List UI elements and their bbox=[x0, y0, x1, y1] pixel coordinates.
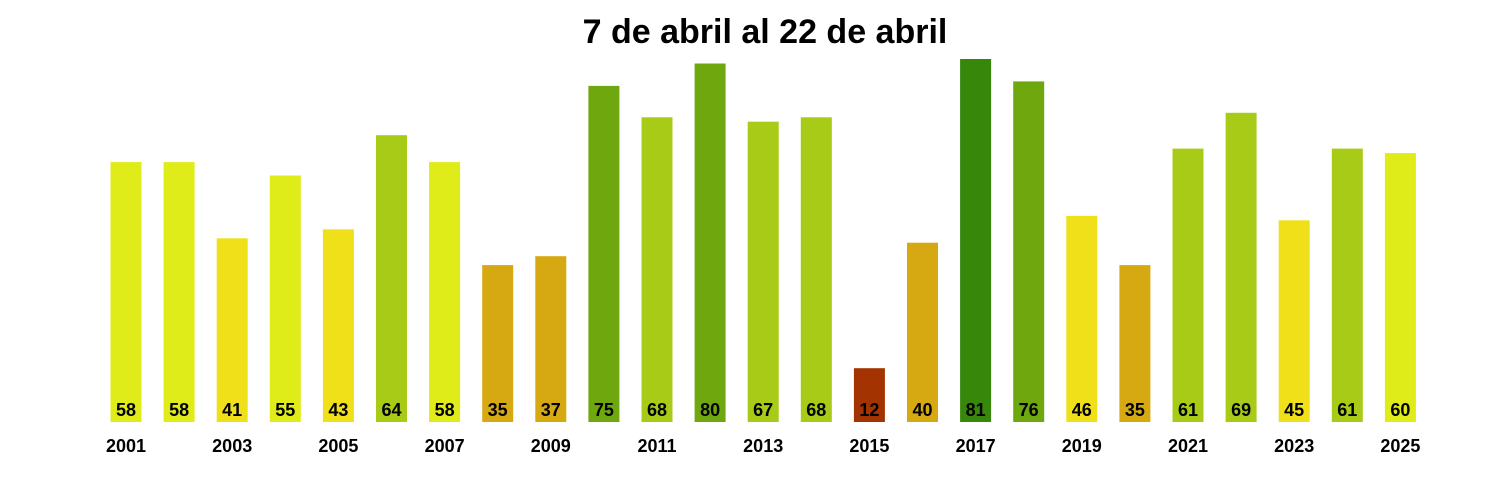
x-tick-2021: 2021 bbox=[1168, 436, 1208, 456]
value-label-2016: 40 bbox=[912, 400, 932, 420]
bar-2009 bbox=[535, 256, 567, 422]
bar-2021 bbox=[1172, 148, 1204, 422]
bar-2014 bbox=[800, 117, 832, 423]
value-label-2014: 68 bbox=[806, 400, 826, 420]
value-label-2004: 55 bbox=[275, 400, 295, 420]
bar-2020 bbox=[1119, 265, 1151, 422]
bar-2022 bbox=[1225, 112, 1257, 423]
value-label-2017: 81 bbox=[966, 400, 986, 420]
bar-2004 bbox=[269, 175, 301, 422]
chart-title: 7 de abril al 22 de abril bbox=[583, 13, 948, 51]
value-label-2018: 76 bbox=[1019, 400, 1039, 420]
bar-2010 bbox=[588, 85, 620, 423]
bar-2007 bbox=[429, 162, 461, 422]
bar-2018 bbox=[1013, 81, 1045, 423]
bar-2019 bbox=[1066, 215, 1098, 422]
x-tick-2003: 2003 bbox=[212, 436, 252, 456]
x-tick-2017: 2017 bbox=[956, 436, 996, 456]
x-axis-ticks-group: 2001 2003 2005 2007 2009 2011 2013 2015 2017 2019… bbox=[106, 436, 1420, 456]
bar-2011 bbox=[641, 117, 673, 423]
bar-2017 bbox=[960, 59, 992, 422]
x-tick-2009: 2009 bbox=[531, 436, 571, 456]
x-tick-2007: 2007 bbox=[425, 436, 465, 456]
value-label-2010: 75 bbox=[594, 400, 614, 420]
value-label-2008: 35 bbox=[488, 400, 508, 420]
x-tick-2005: 2005 bbox=[318, 436, 358, 456]
bar-2001 bbox=[110, 162, 142, 422]
value-label-2015: 12 bbox=[859, 400, 879, 420]
value-label-2007: 58 bbox=[435, 400, 455, 420]
value-label-2021: 61 bbox=[1178, 400, 1198, 420]
value-label-2019: 46 bbox=[1072, 400, 1092, 420]
bar-2023 bbox=[1278, 220, 1310, 422]
x-tick-2001: 2001 bbox=[106, 436, 146, 456]
value-label-2006: 64 bbox=[381, 400, 401, 420]
x-tick-2011: 2011 bbox=[637, 436, 676, 456]
value-label-2020: 35 bbox=[1125, 400, 1145, 420]
value-label-2005: 43 bbox=[328, 400, 348, 420]
bar-2025 bbox=[1384, 153, 1416, 422]
bar-2012 bbox=[694, 63, 726, 422]
bar-2015 bbox=[853, 368, 885, 422]
value-label-2001: 58 bbox=[116, 400, 136, 420]
bar-2024 bbox=[1331, 148, 1363, 422]
bar-2016 bbox=[907, 242, 938, 422]
x-tick-2019: 2019 bbox=[1062, 436, 1102, 456]
bar-2005 bbox=[322, 229, 354, 422]
value-label-2013: 67 bbox=[753, 400, 773, 420]
value-label-2025: 60 bbox=[1390, 400, 1410, 420]
value-label-2024: 61 bbox=[1337, 400, 1357, 420]
value-label-2002: 58 bbox=[169, 400, 189, 420]
value-labels-group: 58 58 41 55 43 64 58 35 37 75 68 80 67 68 12 40 81 76 46 35… bbox=[116, 400, 1410, 420]
x-tick-2023: 2023 bbox=[1274, 436, 1314, 456]
value-label-2023: 45 bbox=[1284, 400, 1304, 420]
value-label-2022: 69 bbox=[1231, 400, 1251, 420]
bar-2006 bbox=[376, 135, 407, 422]
bar-2008 bbox=[482, 265, 514, 422]
x-tick-2015: 2015 bbox=[849, 436, 889, 456]
value-label-2003: 41 bbox=[222, 400, 242, 420]
value-label-2009: 37 bbox=[541, 400, 561, 420]
bar-2002 bbox=[163, 162, 195, 422]
bars-group bbox=[110, 59, 1416, 423]
value-label-2012: 80 bbox=[700, 400, 720, 420]
x-tick-2013: 2013 bbox=[743, 436, 783, 456]
value-label-2011: 68 bbox=[647, 400, 667, 420]
bar-2003 bbox=[216, 238, 248, 422]
bar-2013 bbox=[747, 121, 779, 422]
x-tick-2025: 2025 bbox=[1380, 436, 1420, 456]
